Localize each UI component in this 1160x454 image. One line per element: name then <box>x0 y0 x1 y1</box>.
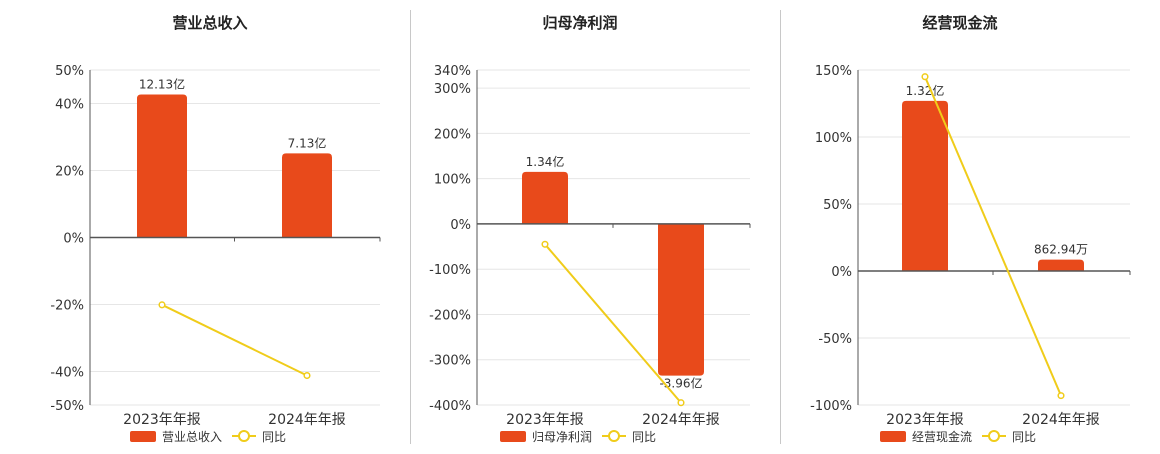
chart-2-tick-label: 340% <box>434 64 471 79</box>
chart-3-tick-label: 100% <box>815 131 852 146</box>
panel-divider-2 <box>780 10 781 444</box>
chart-2-bar-value-label: 1.34亿 <box>526 154 565 169</box>
chart-1-tick-label: 20% <box>55 165 84 180</box>
chart-2-bar <box>522 171 568 224</box>
chart-3-bar-value-label: 1.32亿 <box>906 83 945 98</box>
chart-1-bar <box>137 94 187 238</box>
chart-1-yoy-line <box>161 303 308 377</box>
chart-2-tick-label: 200% <box>434 127 471 142</box>
chart-2-tick-label: -400% <box>429 399 471 414</box>
chart-2-category-label: 2023年年报 <box>506 412 584 428</box>
chart-2-tick-label: 0% <box>450 218 471 233</box>
chart-3-yoy-line <box>924 76 1062 397</box>
chart-1-category-label: 2023年年报 <box>123 412 201 428</box>
chart-3-tick-label: 0% <box>831 265 852 280</box>
chart-2-legend-bar-swatch <box>500 431 526 442</box>
chart-2-legend-line-label: 同比 <box>632 430 656 444</box>
chart-1-legend-bar-label: 营业总收入 <box>162 430 222 444</box>
chart-3-bar <box>902 100 948 271</box>
chart-3-category-label: 2023年年报 <box>886 412 964 428</box>
chart-1-bar <box>282 153 332 238</box>
chart-3-legend-bar-swatch <box>880 431 906 442</box>
chart-1-bar-value-label: 12.13亿 <box>139 76 185 91</box>
chart-3-bar <box>1038 259 1084 271</box>
chart-3-legend-bar-label: 经营现金流 <box>912 429 972 444</box>
chart-1-legend-line-marker <box>238 430 250 442</box>
chart-2-legend-line-marker <box>608 430 620 442</box>
chart-1-tick-label: 0% <box>63 232 84 247</box>
chart-1-tick-label: -50% <box>50 399 84 414</box>
chart-1-bar-value-label: 7.13亿 <box>288 135 327 150</box>
chart-2-bar-value-label: -3.96亿 <box>659 376 702 391</box>
chart-2-bar <box>658 223 704 376</box>
chart-1-yoy-point <box>303 371 311 380</box>
chart-1-tick-label: -40% <box>50 366 84 381</box>
chart-1-category-label: 2024年年报 <box>268 412 346 428</box>
chart-3-tick-label: 50% <box>823 198 852 213</box>
chart-3-title: 经营现金流 <box>922 14 997 32</box>
chart-3-yoy-point <box>1057 392 1065 400</box>
chart-2-legend-bar-label: 归母净利润 <box>532 430 592 444</box>
chart-2-yoy-point <box>541 240 549 248</box>
chart-2-tick-label: 300% <box>434 82 471 97</box>
chart-1-yoy-point <box>158 301 166 309</box>
chart-2-yoy-line <box>544 243 682 404</box>
chart-2-title: 归母净利润 <box>542 14 617 32</box>
chart-3-tick-label: 150% <box>815 64 852 79</box>
chart-1-tick-label: -20% <box>50 299 84 314</box>
chart-3-tick-label: -100% <box>810 399 852 414</box>
chart-2-tick-label: 100% <box>434 173 471 188</box>
chart-2-category-label: 2024年年报 <box>642 412 720 428</box>
chart-1-legend-bar-swatch <box>130 431 156 442</box>
chart-1-tick-label: 40% <box>55 98 84 113</box>
chart-3-legend-line-marker <box>988 430 1000 442</box>
chart-2-tick-label: -300% <box>429 354 471 369</box>
chart-2-tick-label: -100% <box>429 263 471 278</box>
panel-divider-1 <box>410 10 411 444</box>
chart-1-title: 营业总收入 <box>172 14 247 32</box>
chart-1-legend-line-label: 同比 <box>262 430 286 444</box>
chart-3-yoy-point <box>921 73 929 81</box>
chart-2-tick-label: -200% <box>429 308 471 323</box>
chart-1-tick-label: 50% <box>55 64 84 79</box>
chart-3-tick-label: -50% <box>818 332 852 347</box>
chart-3-bar-value-label: 862.94万 <box>1034 243 1088 257</box>
chart-3-legend-line-label: 同比 <box>1012 430 1036 444</box>
chart-3-category-label: 2024年年报 <box>1022 412 1100 428</box>
chart-2-yoy-point <box>677 399 685 407</box>
